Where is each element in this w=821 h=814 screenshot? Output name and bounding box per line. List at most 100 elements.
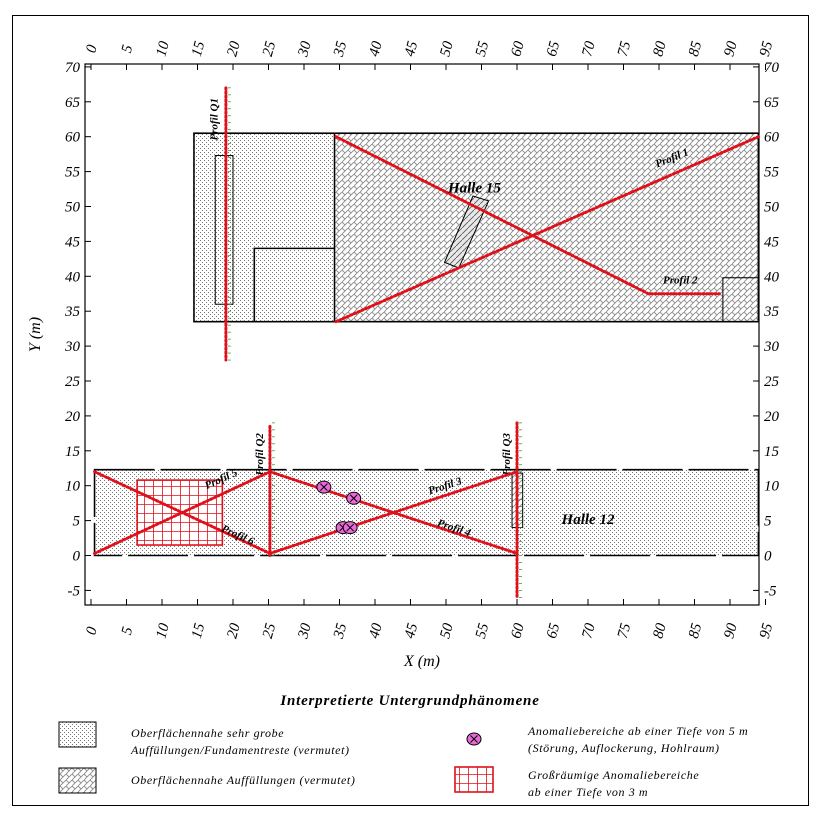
legend-item-4-line1: Großräumige Anomaliebereiche	[528, 768, 699, 782]
legend-title: Interpretierte Untergrundphänomene	[279, 693, 539, 709]
x-tick-label-top: 45	[402, 39, 421, 58]
x-tick-label-bottom: 15	[189, 621, 208, 640]
hall-label: Halle 15	[447, 181, 501, 197]
x-tick-label-bottom: 60	[508, 621, 527, 640]
x-tick-label-bottom: 85	[686, 621, 705, 640]
x-tick-label-bottom: 5	[119, 625, 137, 637]
x-tick-label-bottom: 35	[331, 621, 351, 641]
x-tick-label-bottom: 65	[544, 621, 563, 640]
legend-item-1-line1: Oberflächennahe sehr grobe	[131, 726, 284, 740]
y-tick-label-left: 55	[65, 165, 81, 181]
x-tick-label-bottom: 50	[437, 621, 456, 640]
x-tick-label-bottom: 80	[650, 621, 669, 640]
y-tick-label-left: 40	[65, 269, 81, 285]
x-tick-label-bottom: 55	[473, 621, 492, 640]
x-tick-label-bottom: 0	[83, 625, 101, 637]
y-tick-label-left: 30	[64, 339, 81, 355]
hall-label: Halle 12	[561, 512, 615, 528]
profile-line	[93, 470, 272, 555]
y-tick-label-right: 50	[764, 200, 780, 216]
x-tick-label-top: 0	[83, 43, 101, 55]
y-tick-label-left: 5	[73, 514, 81, 530]
y-tick-label-left: 15	[65, 444, 81, 460]
legend-item-3-line2: (Störung, Auflockerung, Hohlraum)	[528, 741, 720, 755]
legend-item-3-line1: Anomaliebereiche ab einer Tiefe von 5 m	[527, 724, 748, 738]
profile-label: Profil Q2	[254, 433, 266, 476]
x-tick-label-top: 80	[650, 39, 669, 58]
x-tick-label-bottom: 95	[757, 621, 776, 640]
x-tick-label-bottom: 90	[721, 621, 740, 640]
legend-swatch-anomaly-3m	[454, 766, 494, 793]
x-tick-label-top: 35	[331, 39, 351, 59]
x-tick-label-top: 30	[295, 39, 315, 59]
profile-line	[334, 135, 760, 324]
y-tick-label-right: 60	[764, 130, 780, 146]
y-tick-label-left: 50	[65, 200, 81, 216]
x-tick-label-top: 15	[189, 39, 208, 58]
legend-swatch-fine	[58, 767, 97, 794]
y-tick-label-right: 15	[764, 444, 780, 460]
x-tick-label-bottom: 10	[153, 621, 172, 640]
x-tick-label-top: 60	[508, 39, 527, 58]
x-tick-label-top: 95	[757, 39, 776, 58]
x-tick-label-top: 10	[153, 39, 172, 58]
legend-swatch-coarse	[58, 721, 97, 748]
y-tick-label-right: 20	[764, 409, 780, 425]
legend-swatch-anomaly-5m-cross	[470, 735, 478, 743]
hall-15-corner-annex	[722, 277, 759, 322]
x-tick-label-top: 40	[366, 39, 385, 58]
y-tick-label-right: 55	[764, 165, 780, 181]
plot-area: 0055101015152020252530303535404045455050…	[27, 39, 780, 670]
x-tick-label-bottom: 25	[260, 621, 279, 640]
y-tick-label-right: 0	[764, 549, 772, 565]
x-tick-label-bottom: 20	[224, 621, 243, 640]
profile-line	[334, 135, 721, 296]
profile-line	[268, 470, 519, 555]
y-tick-label-left: 0	[73, 549, 81, 565]
y-tick-label-right: 35	[763, 304, 780, 320]
x-tick-label-top: 50	[437, 39, 456, 58]
y-tick-label-right: 40	[764, 269, 780, 285]
profile-label: Profil 2	[663, 274, 698, 286]
y-axis-label: Y (m)	[27, 317, 44, 352]
legend-item-1-line2: Auffüllungen/Fundamentreste (vermutet)	[130, 743, 350, 757]
x-tick-label-top: 75	[615, 39, 634, 58]
y-tick-label-right: 30	[763, 339, 780, 355]
x-tick-label-bottom: 75	[615, 621, 634, 640]
y-tick-label-left: 60	[65, 130, 81, 146]
y-tick-label-right: 45	[764, 234, 780, 250]
legend-item-4-line2: ab einer Tiefe von 3 m	[528, 785, 648, 799]
x-tick-label-top: 55	[473, 39, 492, 58]
x-tick-label-top: 90	[721, 39, 740, 58]
y-tick-label-left: 25	[65, 374, 81, 390]
anomaly-5m-cross	[349, 494, 358, 503]
x-tick-label-top: 85	[686, 39, 705, 58]
anomaly-5m-cross	[346, 523, 355, 532]
y-tick-label-left: 35	[64, 304, 81, 320]
x-tick-label-top: 25	[260, 39, 279, 58]
x-tick-label-top: 20	[224, 39, 243, 58]
y-tick-label-right: 10	[764, 479, 780, 495]
y-tick-label-right: 70	[764, 60, 780, 76]
x-tick-label-top: 5	[119, 43, 137, 55]
profile-q1-strip	[214, 155, 234, 305]
y-tick-label-left: 20	[65, 409, 81, 425]
x-tick-label-bottom: 30	[295, 621, 315, 641]
y-tick-label-left: -5	[68, 583, 81, 599]
y-tick-label-right: 5	[764, 514, 772, 530]
y-tick-label-left: 65	[65, 95, 81, 111]
x-tick-label-bottom: 40	[366, 621, 385, 640]
hall-15-annex	[253, 247, 335, 322]
y-tick-label-left: 45	[65, 234, 81, 250]
x-tick-label-bottom: 70	[579, 621, 598, 640]
page-border	[12, 15, 809, 806]
x-tick-label-bottom: 45	[402, 621, 421, 640]
x-axis-label: X (m)	[403, 653, 440, 670]
y-tick-label-right: -5	[764, 583, 777, 599]
anomaly-5m-cross	[320, 483, 328, 491]
y-tick-label-left: 10	[65, 479, 81, 495]
y-tick-label-left: 70	[65, 60, 81, 76]
x-tick-label-top: 65	[544, 39, 563, 58]
x-tick-label-top: 70	[579, 39, 598, 58]
